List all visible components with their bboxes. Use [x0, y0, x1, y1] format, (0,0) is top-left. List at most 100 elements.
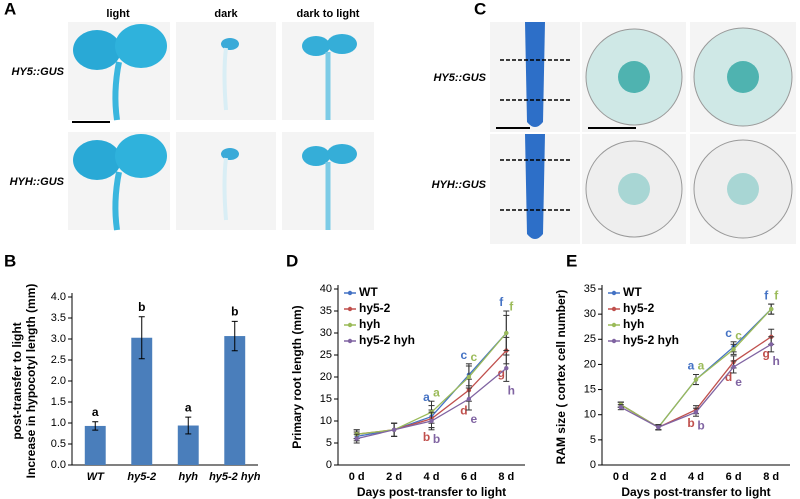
cotyledon: [73, 30, 121, 70]
x-tick-label: hy5-2 hyh: [209, 471, 261, 483]
bar: [84, 425, 106, 465]
legend-label: hyh: [623, 317, 644, 331]
x-axis-label: Days post-transfer to light: [621, 485, 770, 499]
y-tick-label: 0.5: [51, 438, 66, 450]
bar: [177, 425, 199, 465]
significance-letter: f: [499, 295, 504, 309]
cotyledon: [327, 34, 357, 54]
error-bar: [185, 416, 192, 435]
cotyledon: [221, 38, 239, 50]
stem: [222, 157, 228, 221]
significance-letter: e: [471, 412, 478, 426]
y-tick-label: 5: [326, 437, 332, 449]
x-tick-label: hy5-2: [127, 471, 156, 483]
x-tick-label: hyh: [178, 471, 198, 483]
significance-letter: b: [138, 300, 145, 314]
significance-letter: h: [508, 384, 515, 398]
significance-letter: c: [725, 326, 732, 340]
x-tick-label: 0 d: [349, 471, 365, 483]
x-tick-label: 6 d: [726, 471, 742, 483]
legend-marker: [611, 338, 617, 344]
y-tick-label: 25: [320, 349, 332, 361]
panel-label: B: [4, 251, 16, 270]
root: [525, 22, 545, 127]
panel-label: E: [566, 251, 577, 270]
error-bar: [138, 316, 145, 360]
legend-label: hy5-2: [359, 301, 391, 315]
y-tick-label: 2.5: [51, 354, 66, 366]
root: [525, 134, 545, 239]
x-tick-label: 6 d: [461, 471, 477, 483]
row-label: HY5::GUS: [433, 72, 486, 84]
legend-marker: [347, 322, 353, 328]
point: [693, 410, 699, 415]
x-tick-label: 2 d: [386, 471, 402, 483]
significance-letter: b: [231, 305, 238, 319]
legend-label: hy5-2 hyh: [359, 333, 415, 347]
point: [618, 404, 623, 410]
y-tick-label: 2.0: [51, 375, 66, 387]
x-tick-label: 8 d: [498, 471, 514, 483]
y-tick-label: 1.0: [51, 417, 66, 429]
significance-letter: b: [687, 416, 694, 430]
significance-letter: c: [461, 348, 468, 362]
significance-letter: f: [764, 288, 769, 302]
y-tick-label: 30: [320, 327, 332, 339]
point: [354, 436, 359, 441]
legend-label: hy5-2 hyh: [623, 333, 679, 347]
y-tick-label: 15: [584, 383, 596, 395]
y-tick-label: 3.5: [51, 312, 66, 324]
y-tick-label: 20: [320, 371, 332, 383]
stele: [727, 61, 759, 93]
bar: [131, 337, 153, 465]
point: [391, 427, 397, 432]
y-tick-label: 35: [320, 305, 332, 317]
point: [731, 364, 736, 370]
point: [466, 396, 472, 402]
cotyledon: [115, 24, 167, 68]
y-axis-label: RAM size ( cortex cell number): [554, 290, 568, 465]
cotyledon: [221, 148, 239, 160]
y-axis-label: post-transfer to light: [10, 322, 24, 439]
significance-letter: a: [688, 359, 695, 373]
cotyledon: [302, 146, 330, 166]
y-tick-label: 3.0: [51, 333, 66, 345]
significance-letter: a: [92, 405, 99, 419]
x-tick-label: WT: [87, 471, 105, 483]
row-label: HYH::GUS: [10, 176, 65, 188]
significance-letter: a: [433, 385, 440, 399]
bar: [224, 336, 246, 465]
legend-marker: [347, 290, 353, 296]
point: [504, 366, 509, 371]
y-tick-label: 15: [320, 393, 332, 405]
legend-label: hyh: [359, 317, 380, 331]
y-tick-label: 25: [584, 333, 596, 345]
y-tick-label: 35: [584, 283, 596, 295]
legend-label: WT: [623, 285, 642, 299]
y-tick-label: 0.0: [51, 459, 66, 471]
significance-letter: c: [471, 350, 478, 364]
y-tick-label: 20: [584, 358, 596, 370]
y-tick-label: 0: [590, 459, 596, 471]
y-tick-label: 30: [584, 308, 596, 320]
legend-marker: [611, 322, 617, 328]
panel-label: C: [474, 0, 486, 18]
significance-letter: g: [763, 346, 770, 360]
y-tick-label: 10: [320, 415, 332, 427]
column-label: dark to light: [297, 8, 360, 20]
stem: [222, 47, 228, 111]
stem: [112, 61, 122, 121]
column-label: light: [106, 8, 130, 20]
significance-letter: e: [735, 375, 742, 389]
column-label: dark: [214, 8, 238, 20]
error-bar: [231, 320, 238, 352]
cotyledon: [73, 140, 121, 180]
legend-label: WT: [359, 285, 378, 299]
significance-letter: b: [423, 430, 430, 444]
x-tick-label: 0 d: [613, 471, 629, 483]
significance-letter: h: [773, 354, 780, 368]
legend-marker: [611, 290, 617, 296]
point: [731, 347, 736, 352]
significance-letter: b: [433, 432, 440, 446]
y-tick-label: 1.5: [51, 396, 66, 408]
